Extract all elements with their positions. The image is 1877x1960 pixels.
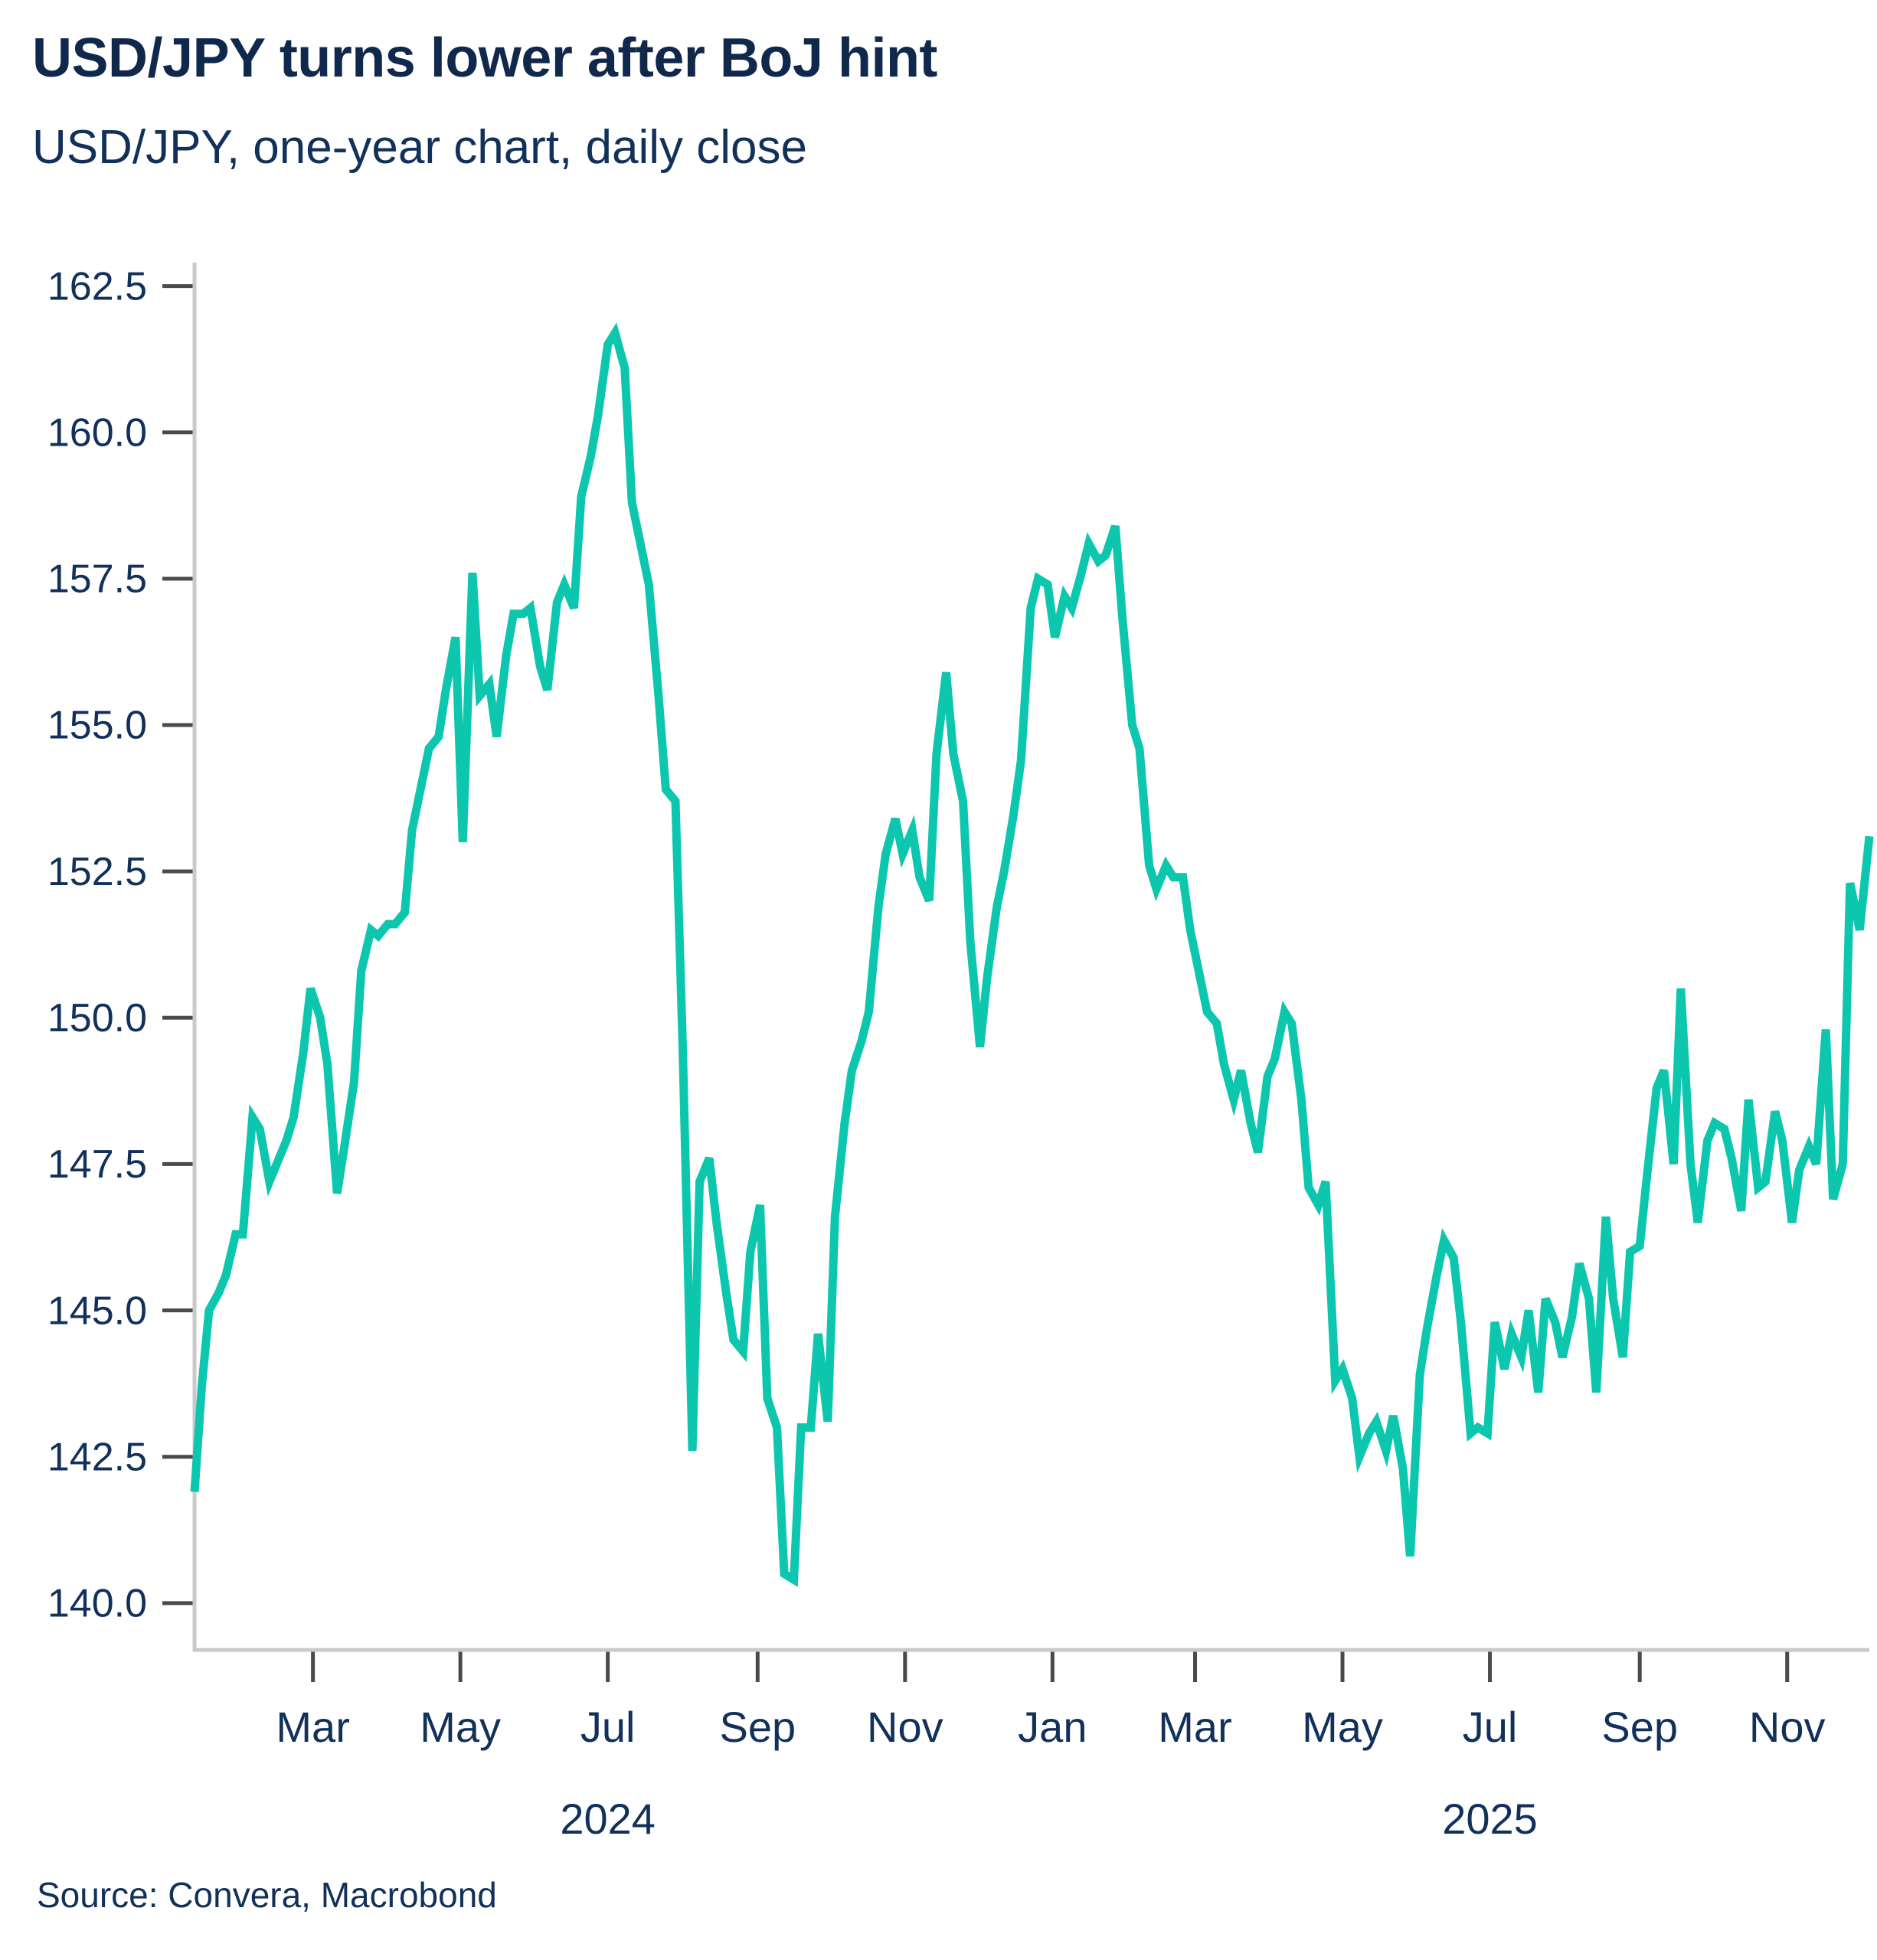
x-tick-label: Mar — [276, 1703, 349, 1751]
line-chart-svg: 162.5 160.0 157.5 155.0 152.5 150.0 147.5 145.0… — [47, 263, 1874, 1838]
x-axis-tick-labels: Mar May Jul Sep Nov Jan Mar May Jul Sep Nov — [276, 1703, 1825, 1751]
x-tick-label: Mar — [1158, 1703, 1231, 1751]
x-axis-year-labels: 2024 2025 — [560, 1795, 1537, 1838]
source-note: Source: Convera, Macrobond — [37, 1875, 497, 1915]
x-tick-label: May — [1302, 1703, 1383, 1751]
chart-subtitle: USD/JPY, one-year chart, daily close — [32, 121, 807, 174]
x-axis-year-label: 2025 — [1442, 1795, 1538, 1838]
y-tick-label: 142.5 — [47, 1435, 147, 1479]
y-tick-label: 162.5 — [47, 264, 147, 309]
x-tick-label: Jul — [1463, 1703, 1518, 1751]
x-axis-year-label: 2024 — [560, 1795, 656, 1838]
axis-spine — [192, 263, 1869, 1652]
y-axis-ticks — [162, 284, 195, 1606]
x-tick-label: Jul — [580, 1703, 636, 1751]
usd-jpy-series-line — [190, 322, 1874, 1587]
y-tick-label: 150.0 — [47, 996, 147, 1040]
x-tick-label: Jan — [1018, 1703, 1087, 1751]
x-tick-label: Nov — [867, 1703, 943, 1751]
y-tick-label: 145.0 — [47, 1289, 147, 1333]
y-tick-label: 140.0 — [47, 1582, 147, 1626]
x-tick-label: Sep — [1601, 1703, 1678, 1751]
chart-plot-area: 162.5 160.0 157.5 155.0 152.5 150.0 147.5 145.0… — [47, 263, 1874, 1838]
y-tick-label: 160.0 — [47, 410, 147, 455]
y-tick-label: 147.5 — [47, 1142, 147, 1187]
y-tick-label: 155.0 — [47, 704, 147, 748]
x-tick-label: Sep — [719, 1703, 796, 1751]
y-axis-tick-labels: 162.5 160.0 157.5 155.0 152.5 150.0 147.5 145.0… — [47, 264, 147, 1625]
x-tick-label: May — [420, 1703, 501, 1751]
y-tick-label: 157.5 — [47, 557, 147, 602]
page-title: USD/JPY turns lower after BoJ hint — [32, 28, 937, 89]
x-axis-ticks — [311, 1650, 1790, 1682]
x-tick-label: Nov — [1749, 1703, 1826, 1751]
y-tick-label: 152.5 — [47, 850, 147, 894]
